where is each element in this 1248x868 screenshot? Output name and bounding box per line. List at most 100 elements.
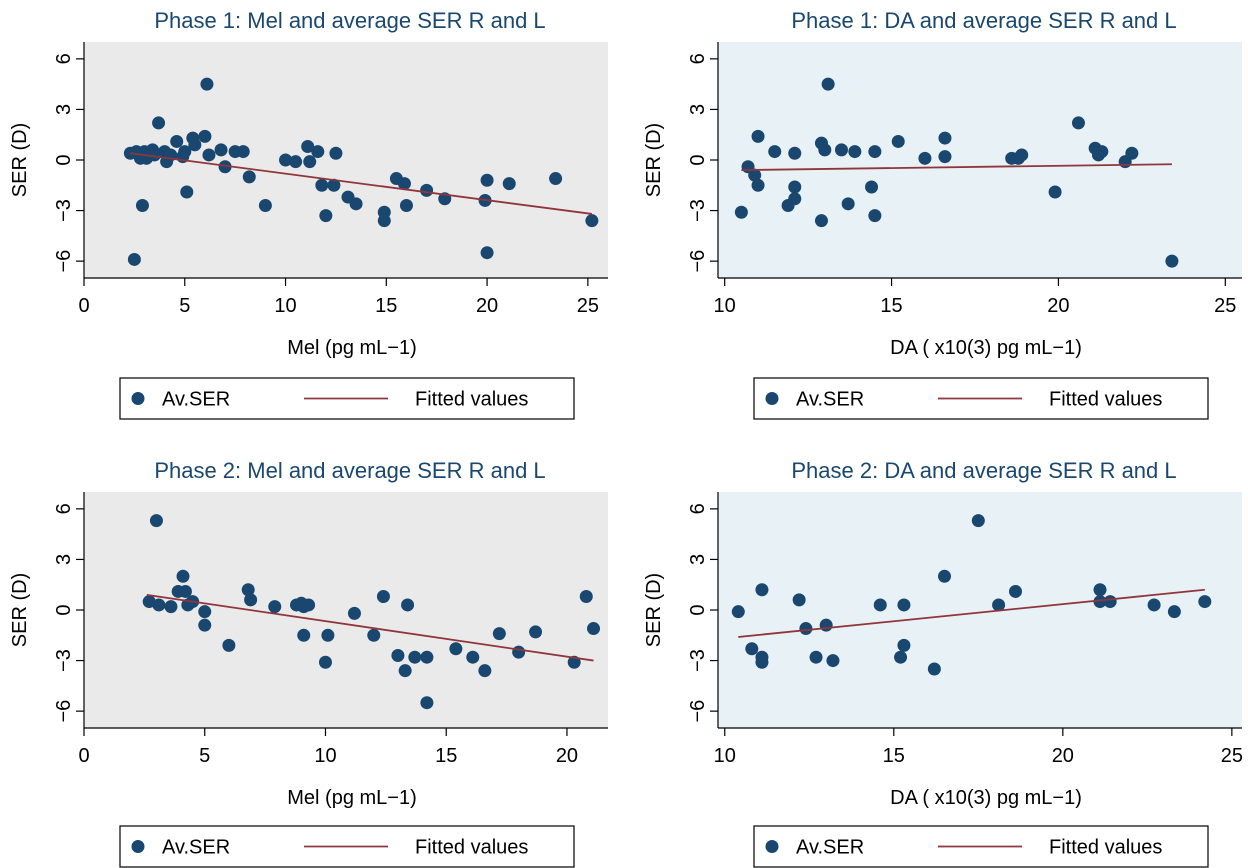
- data-point: [579, 590, 593, 604]
- legend-label-fitted: Fitted values: [415, 389, 528, 411]
- data-point: [734, 205, 748, 219]
- data-point: [848, 145, 862, 159]
- chart-panel-4: Phase 2: DA and average SER R and L −6 −3 0…: [643, 458, 1243, 868]
- data-point: [289, 155, 303, 169]
- data-point: [301, 140, 315, 154]
- fitted-line: [738, 588, 1205, 638]
- data-point: [873, 598, 887, 612]
- plot-area: [718, 42, 1242, 278]
- data-point: [170, 134, 184, 148]
- data-point: [149, 514, 163, 528]
- data-point: [1198, 595, 1212, 609]
- data-point: [799, 622, 813, 636]
- data-point: [788, 180, 802, 194]
- data-point: [127, 252, 141, 266]
- scatter-series: [731, 514, 1212, 676]
- legend-label-av-ser: Av.SER: [796, 389, 864, 411]
- data-point: [258, 199, 272, 213]
- chart-panel-2: Phase 1: DA and average SER R and L −6 −3 0…: [643, 8, 1242, 420]
- legend-label-av-ser: Av.SER: [162, 389, 230, 411]
- legend: Av.SER Fitted values: [119, 825, 575, 868]
- data-point: [938, 150, 952, 164]
- data-point: [135, 199, 149, 213]
- chart-title: Phase 2: Mel and average SER R and L: [154, 458, 545, 483]
- x-tick-label: 15: [435, 745, 457, 767]
- data-point: [349, 197, 363, 211]
- x-tick-label: 10: [274, 295, 296, 317]
- y-tick-label: −3: [53, 649, 75, 672]
- data-point: [755, 655, 769, 669]
- data-point: [891, 134, 905, 148]
- legend-label-av-ser: Av.SER: [162, 837, 230, 859]
- data-point: [897, 638, 911, 652]
- data-point: [279, 153, 293, 167]
- data-point: [788, 146, 802, 160]
- y-axis-label: SER (D): [9, 123, 31, 197]
- legend: Av.SER Fitted values: [753, 825, 1209, 868]
- data-point: [200, 77, 214, 91]
- y-tick-label: 3: [53, 104, 75, 115]
- data-point: [202, 148, 216, 162]
- data-point: [152, 598, 166, 612]
- data-point: [376, 590, 390, 604]
- data-point: [315, 178, 329, 192]
- data-point: [214, 143, 228, 157]
- data-point: [241, 583, 255, 597]
- x-tick-label: 15: [880, 295, 902, 317]
- scatter-series: [123, 77, 599, 266]
- data-point: [549, 172, 563, 186]
- data-point: [303, 155, 317, 169]
- data-point: [311, 145, 325, 159]
- data-point: [868, 209, 882, 223]
- data-point: [397, 177, 411, 191]
- x-tick-label: 0: [78, 745, 89, 767]
- data-point: [408, 650, 422, 664]
- chart-title: Phase 1: Mel and average SER R and L: [154, 8, 545, 33]
- data-point: [834, 143, 848, 157]
- data-point: [178, 584, 192, 598]
- data-point: [865, 180, 879, 194]
- y-axis-label: SER (D): [643, 123, 665, 197]
- data-point: [841, 197, 855, 211]
- x-axis-label: DA ( x10(3) pg mL−1): [890, 337, 1082, 359]
- fitted-line: [741, 163, 1172, 172]
- chart-panel-3: Phase 2: Mel and average SER R and L −6 −3…: [9, 458, 608, 868]
- data-point: [809, 650, 823, 664]
- y-axis-label: SER (D): [9, 573, 31, 647]
- data-point: [938, 131, 952, 145]
- legend-marker-av-ser: [131, 392, 145, 405]
- x-axis-label: DA ( x10(3) pg mL−1): [890, 787, 1082, 809]
- data-point: [821, 77, 835, 91]
- data-point: [768, 145, 782, 159]
- y-tick-label: 6: [53, 503, 75, 514]
- y-tick-label: −6: [687, 250, 709, 273]
- x-tick-label: 20: [1047, 295, 1069, 317]
- legend-marker-av-ser: [131, 840, 145, 853]
- y-tick-label: −3: [53, 199, 75, 222]
- y-tick-label: 6: [53, 53, 75, 64]
- x-tick-label: 20: [476, 295, 498, 317]
- data-point: [319, 209, 333, 223]
- data-point: [178, 145, 192, 159]
- data-point: [478, 664, 492, 678]
- data-point: [367, 628, 381, 642]
- legend-marker-av-ser: [765, 392, 779, 405]
- data-point: [897, 598, 911, 612]
- data-point: [745, 642, 759, 656]
- legend: Av.SER Fitted values: [119, 377, 575, 420]
- y-tick-label: −3: [687, 649, 709, 672]
- data-point: [1093, 583, 1107, 597]
- y-tick-label: 0: [687, 604, 709, 615]
- fitted-line: [146, 593, 594, 662]
- y-tick-label: 6: [687, 503, 709, 514]
- legend-label-av-ser: Av.SER: [796, 837, 864, 859]
- data-point: [1093, 595, 1107, 609]
- data-point: [148, 148, 162, 162]
- chart-panel-1: Phase 1: Mel and average SER R and L −6 −3…: [9, 8, 608, 420]
- data-point: [398, 664, 412, 678]
- y-tick-label: 0: [53, 604, 75, 615]
- data-point: [164, 600, 178, 614]
- data-point: [1015, 148, 1029, 162]
- data-point: [302, 598, 316, 612]
